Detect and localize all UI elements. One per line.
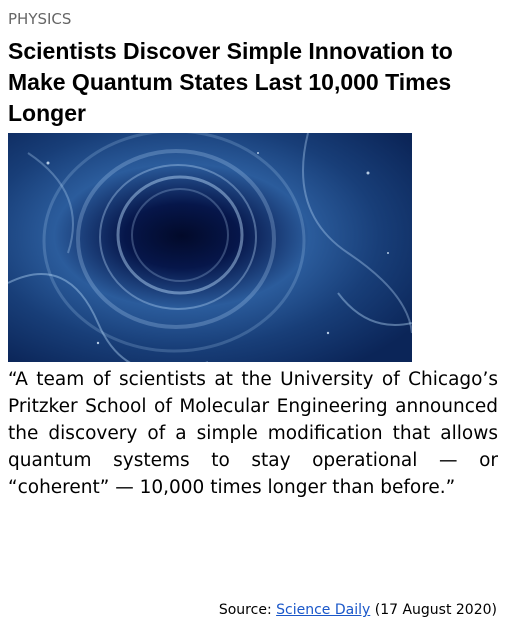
- source-line: Source: Science Daily (17 August 2020): [219, 602, 497, 618]
- source-date: (17 August 2020): [375, 602, 497, 618]
- page: PHYSICS Scientists Discover Simple Innov…: [0, 0, 505, 627]
- article-image: [8, 133, 412, 362]
- source-link[interactable]: Science Daily: [276, 602, 370, 618]
- category: PHYSICS: [8, 10, 71, 28]
- source-prefix: Source:: [219, 602, 272, 618]
- quote: “A team of scientists at the University …: [8, 366, 498, 501]
- headline: Scientists Discover Simple Innovation to…: [8, 36, 500, 129]
